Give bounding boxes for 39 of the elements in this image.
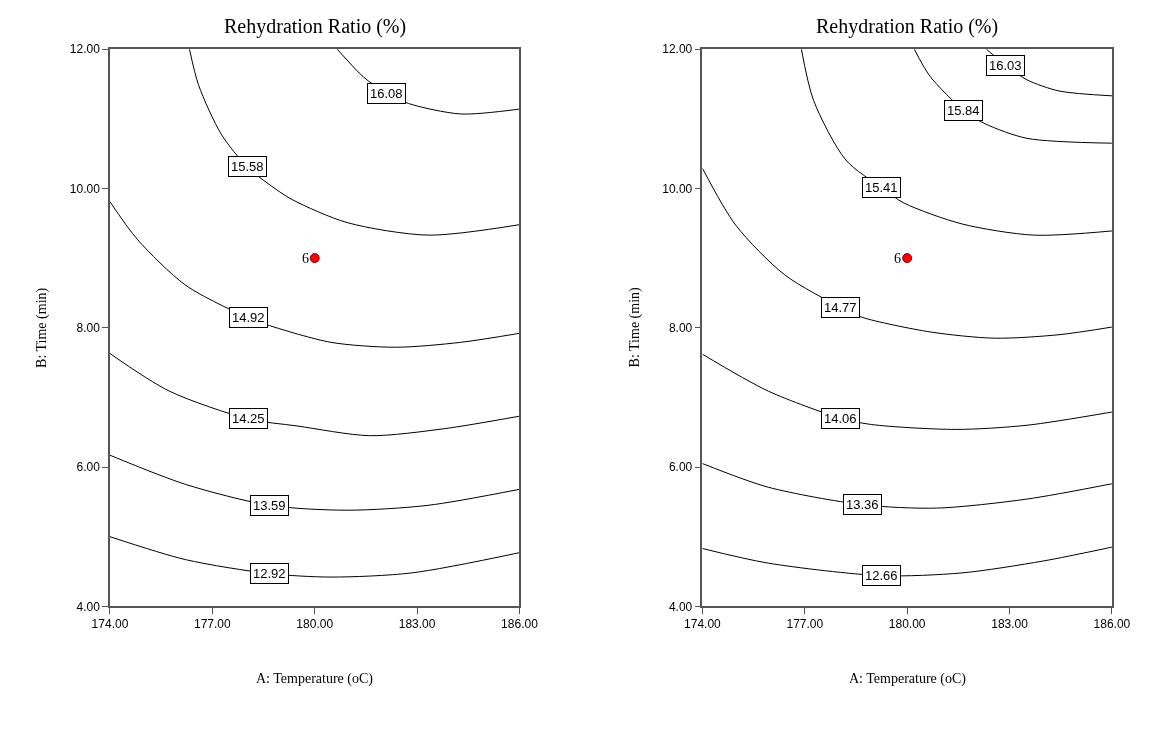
line-series (188, 49, 520, 236)
x-tick-label: 183.00 (991, 617, 1029, 632)
y-tick-label: 4.00 (76, 599, 101, 614)
y-axis-title: B: Time (min) (626, 286, 643, 368)
y-tick-label: 6.00 (76, 460, 101, 475)
line-series (985, 49, 1112, 97)
annotation: 6 (302, 251, 309, 266)
x-tick-label: 177.00 (193, 617, 232, 632)
x-tick-label: 180.00 (296, 617, 334, 632)
line-series (913, 49, 1112, 144)
chart-title: Rehydration Ratio (%) (816, 15, 999, 38)
y-tick-label: 4.00 (668, 599, 693, 614)
y-tick-label: 8.00 (76, 320, 101, 335)
x-tick-label: 186.00 (501, 617, 539, 632)
x-tick-label: 183.00 (398, 617, 436, 632)
y-tick-label: 12.00 (69, 42, 101, 57)
y-tick-label: 10.00 (662, 181, 693, 196)
x-axis-title: A: Temperature (oC) (849, 671, 967, 687)
annotation: 6 (894, 251, 901, 266)
line-series (702, 167, 1112, 339)
line-series (109, 201, 520, 348)
line-series (109, 353, 520, 437)
line-series (336, 49, 520, 115)
x-tick-label: 177.00 (786, 617, 824, 632)
point (902, 253, 913, 264)
x-tick-label: 174.00 (684, 617, 722, 632)
y-tick-label: 10.00 (69, 181, 101, 196)
x-tick-label: 180.00 (888, 617, 926, 632)
x-tick-label: 186.00 (1093, 617, 1131, 632)
x-axis-title: A: Temperature (oC) (256, 671, 374, 687)
x-tick-label: 174.00 (91, 617, 129, 632)
y-tick-label: 6.00 (668, 460, 693, 475)
y-axis-title: B: Time (min) (34, 287, 51, 368)
y-tick-label: 8.00 (668, 320, 693, 335)
point (309, 253, 320, 264)
line-series (702, 353, 1112, 430)
y-tick-label: 12.00 (662, 42, 693, 57)
line-series (800, 49, 1112, 236)
chart-title: Rehydration Ratio (%) (224, 15, 407, 38)
